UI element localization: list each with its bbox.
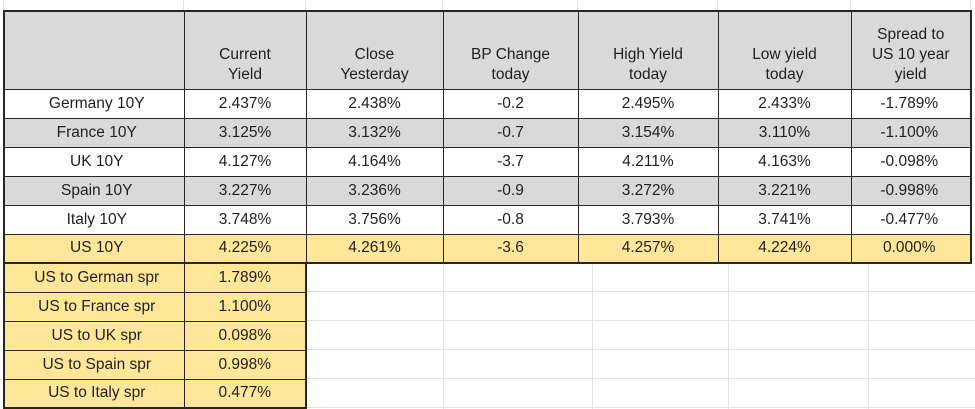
- table-cell[interactable]: 4.211%: [577, 146, 719, 177]
- header-cell-low-yield[interactable]: Low yield today: [717, 10, 852, 90]
- table-cell[interactable]: 3.110%: [717, 117, 852, 148]
- row-label-cell[interactable]: US to Italy spr: [3, 378, 185, 409]
- spread-row-german: US to German spr 1.789%: [3, 262, 307, 293]
- gridline: [306, 349, 975, 350]
- gridline: [443, 262, 444, 409]
- table-cell[interactable]: 4.127%: [183, 146, 307, 177]
- header-cell-current-yield[interactable]: Current Yield: [183, 10, 307, 90]
- gridline: [970, 0, 971, 10]
- header-cell-bp-change[interactable]: BP Change today: [442, 10, 579, 90]
- row-label-cell[interactable]: Italy 10Y: [3, 204, 185, 235]
- table-cell[interactable]: -0.477%: [850, 204, 972, 235]
- table-cell[interactable]: 3.272%: [577, 175, 719, 206]
- gridline: [717, 0, 718, 10]
- table-cell[interactable]: 2.438%: [305, 88, 444, 119]
- gridline: [592, 262, 593, 409]
- header-cell-high-yield[interactable]: High Yield today: [577, 10, 719, 90]
- spread-row-italy: US to Italy spr 0.477%: [3, 378, 307, 409]
- table-row-france: France 10Y 3.125% 3.132% -0.7 3.154% 3.1…: [3, 117, 972, 148]
- table-cell[interactable]: 1.789%: [183, 262, 307, 293]
- header-row: Current Yield Close Yesterday BP Change …: [3, 10, 972, 90]
- us-spreads-table: US to German spr 1.789% US to France spr…: [3, 262, 307, 409]
- table-cell[interactable]: 4.164%: [305, 146, 444, 177]
- table-cell[interactable]: 3.125%: [183, 117, 307, 148]
- spread-row-france: US to France spr 1.100%: [3, 291, 307, 322]
- table-row-uk: UK 10Y 4.127% 4.164% -3.7 4.211% 4.163% …: [3, 146, 972, 177]
- header-cell-blank[interactable]: [3, 10, 185, 90]
- table-cell[interactable]: -1.100%: [850, 117, 972, 148]
- gridline: [306, 320, 975, 321]
- table-cell[interactable]: 4.257%: [577, 233, 719, 264]
- row-label-cell[interactable]: Germany 10Y: [3, 88, 185, 119]
- gridline: [306, 291, 975, 292]
- table-cell[interactable]: 4.225%: [183, 233, 307, 264]
- table-cell[interactable]: 2.437%: [183, 88, 307, 119]
- table-cell[interactable]: 0.000%: [850, 233, 972, 264]
- table-row-germany: Germany 10Y 2.437% 2.438% -0.2 2.495% 2.…: [3, 88, 972, 119]
- table-cell[interactable]: 2.495%: [577, 88, 719, 119]
- table-cell[interactable]: -0.9: [442, 175, 579, 206]
- table-cell[interactable]: 3.236%: [305, 175, 444, 206]
- table-cell[interactable]: -3.7: [442, 146, 579, 177]
- table-cell[interactable]: 3.756%: [305, 204, 444, 235]
- row-label-cell[interactable]: US to France spr: [3, 291, 185, 322]
- spread-row-spain: US to Spain spr 0.998%: [3, 349, 307, 380]
- row-label-cell[interactable]: US to German spr: [3, 262, 185, 293]
- table-cell[interactable]: -3.6: [442, 233, 579, 264]
- table-row-spain: Spain 10Y 3.227% 3.236% -0.9 3.272% 3.22…: [3, 175, 972, 206]
- table-cell[interactable]: 3.227%: [183, 175, 307, 206]
- table-cell[interactable]: 4.163%: [717, 146, 852, 177]
- table-cell[interactable]: 2.433%: [717, 88, 852, 119]
- table-cell[interactable]: 0.998%: [183, 349, 307, 380]
- table-cell[interactable]: 3.748%: [183, 204, 307, 235]
- table-cell[interactable]: 0.098%: [183, 320, 307, 351]
- gridline: [305, 0, 306, 10]
- row-label-cell[interactable]: US to UK spr: [3, 320, 185, 351]
- gridline: [306, 407, 975, 408]
- spread-row-uk: US to UK spr 0.098%: [3, 320, 307, 351]
- table-cell[interactable]: -0.8: [442, 204, 579, 235]
- gridline: [306, 378, 975, 379]
- table-cell[interactable]: -0.998%: [850, 175, 972, 206]
- table-row-italy: Italy 10Y 3.748% 3.756% -0.8 3.793% 3.74…: [3, 204, 972, 235]
- row-label-cell[interactable]: US to Spain spr: [3, 349, 185, 380]
- gridline: [3, 0, 4, 10]
- table-cell[interactable]: 4.261%: [305, 233, 444, 264]
- gridline: [183, 0, 184, 10]
- table-cell[interactable]: -1.789%: [850, 88, 972, 119]
- table-cell[interactable]: 3.221%: [717, 175, 852, 206]
- table-cell[interactable]: 3.793%: [577, 204, 719, 235]
- gridline: [728, 262, 729, 409]
- table-cell[interactable]: 1.100%: [183, 291, 307, 322]
- table-cell[interactable]: 3.154%: [577, 117, 719, 148]
- gridline: [442, 0, 443, 10]
- table-cell[interactable]: 3.741%: [717, 204, 852, 235]
- header-cell-spread-us10y[interactable]: Spread to US 10 year yield: [850, 10, 972, 90]
- table-cell[interactable]: -0.7: [442, 117, 579, 148]
- row-label-cell[interactable]: France 10Y: [3, 117, 185, 148]
- table-row-us: US 10Y 4.225% 4.261% -3.6 4.257% 4.224% …: [3, 233, 972, 264]
- yields-table: Current Yield Close Yesterday BP Change …: [3, 10, 972, 264]
- table-cell[interactable]: 4.224%: [717, 233, 852, 264]
- gridline: [868, 262, 869, 409]
- gridline: [850, 0, 851, 10]
- header-cell-close-yesterday[interactable]: Close Yesterday: [305, 10, 444, 90]
- table-cell[interactable]: 3.132%: [305, 117, 444, 148]
- table-cell[interactable]: -0.098%: [850, 146, 972, 177]
- row-label-cell[interactable]: UK 10Y: [3, 146, 185, 177]
- table-cell[interactable]: 0.477%: [183, 378, 307, 409]
- row-label-cell[interactable]: Spain 10Y: [3, 175, 185, 206]
- table-cell[interactable]: -0.2: [442, 88, 579, 119]
- gridline: [577, 0, 578, 10]
- row-label-cell[interactable]: US 10Y: [3, 233, 185, 264]
